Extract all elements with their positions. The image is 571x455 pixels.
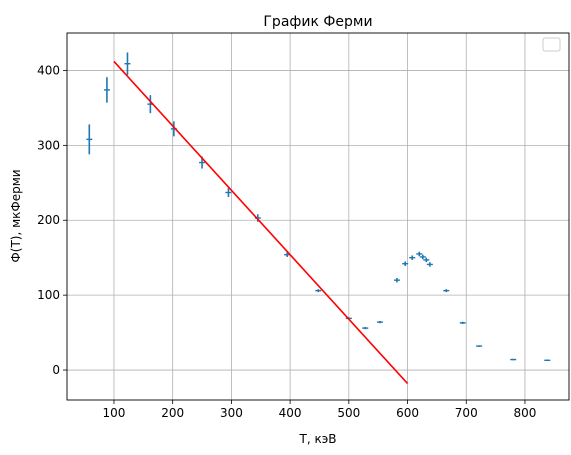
y-tick-label: 100 bbox=[37, 288, 60, 302]
legend-box bbox=[542, 37, 561, 52]
y-tick-label: 0 bbox=[52, 363, 60, 377]
y-axis-label: Ф(T), мкФерми bbox=[9, 169, 23, 262]
y-tick-label: 400 bbox=[37, 63, 60, 77]
plot-frame bbox=[66, 32, 570, 401]
y-tick-label: 200 bbox=[37, 213, 60, 227]
data-layer bbox=[86, 52, 551, 385]
ticks: 100 200 300 400 500 600 700 800 0 100 200 300 400 bbox=[37, 63, 536, 420]
x-tick-label: 800 bbox=[514, 406, 537, 420]
y-tick-label: 300 bbox=[37, 138, 60, 152]
x-tick-label: 200 bbox=[161, 406, 184, 420]
fit-line bbox=[113, 60, 409, 385]
x-tick-label: 500 bbox=[337, 406, 360, 420]
x-tick-label: 300 bbox=[220, 406, 243, 420]
x-tick-label: 100 bbox=[103, 406, 126, 420]
x-tick-label: 600 bbox=[396, 406, 419, 420]
x-tick-label: 700 bbox=[455, 406, 478, 420]
x-tick-label: 400 bbox=[279, 406, 302, 420]
x-axis-label: T, кэВ bbox=[298, 432, 336, 446]
chart-title: График Ферми bbox=[263, 14, 372, 30]
grid bbox=[67, 33, 569, 400]
